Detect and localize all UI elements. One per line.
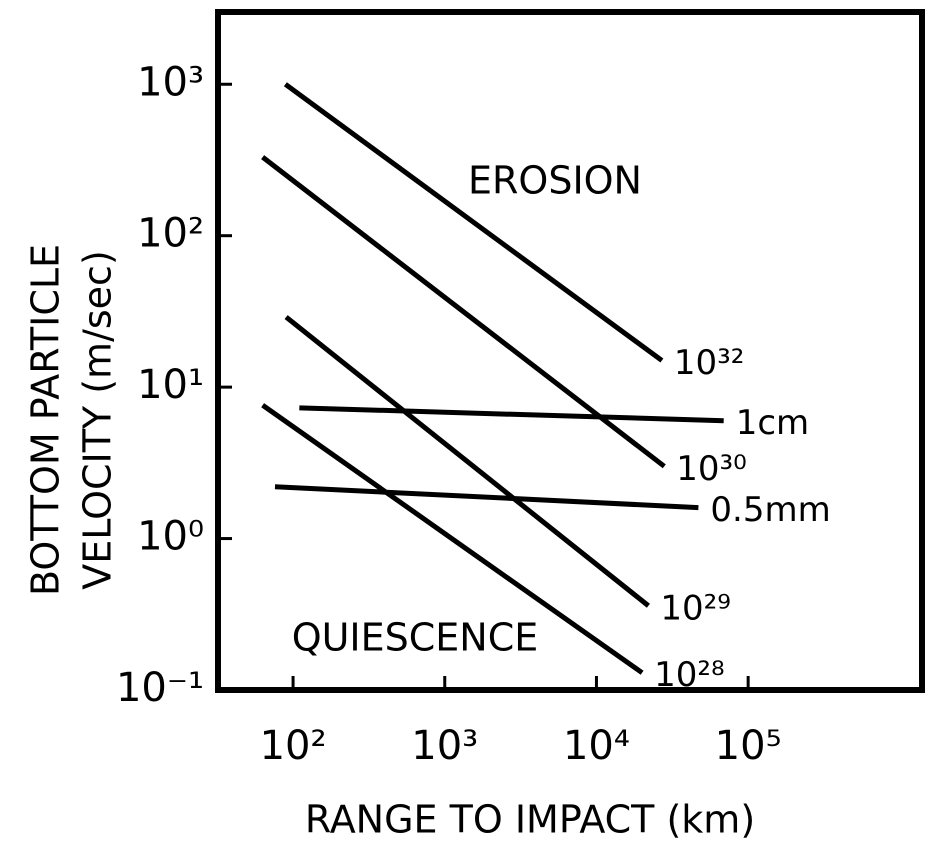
- y-tick-label: 10¹: [137, 362, 204, 408]
- y-tick-label: 10³: [137, 59, 204, 105]
- x-axis-label: RANGE TO IMPACT (km): [305, 798, 755, 842]
- annotation: QUIESCENCE: [292, 616, 539, 660]
- y-tick-label: 10²: [137, 211, 204, 257]
- line: [299, 405, 724, 424]
- x-tick-label: 10²: [260, 723, 327, 769]
- y-tick-label: 10⁰: [137, 514, 204, 560]
- line: [274, 484, 699, 511]
- x-tick-label: 10⁴: [563, 723, 630, 769]
- series-label: 10³⁰: [676, 449, 747, 489]
- series-label: 10²⁸: [654, 655, 725, 695]
- y-tick-label: 10⁻¹: [116, 665, 204, 711]
- series-label: 10²⁹: [660, 588, 731, 628]
- x-tick-label: 10³: [411, 723, 478, 769]
- annotation: EROSION: [468, 159, 642, 203]
- line: [284, 315, 650, 608]
- series-label: 1cm: [736, 403, 809, 443]
- y-axis-label: BOTTOM PARTICLE: [24, 244, 68, 596]
- series-label: 10³²: [674, 343, 745, 383]
- line: [261, 155, 666, 469]
- line: [261, 403, 644, 675]
- line: [283, 82, 664, 363]
- series-label: 0.5mm: [710, 490, 830, 530]
- x-tick-label: 10⁵: [715, 723, 782, 769]
- plot-frame: [215, 9, 925, 693]
- y-axis-label: VELOCITY (m/sec): [76, 250, 120, 590]
